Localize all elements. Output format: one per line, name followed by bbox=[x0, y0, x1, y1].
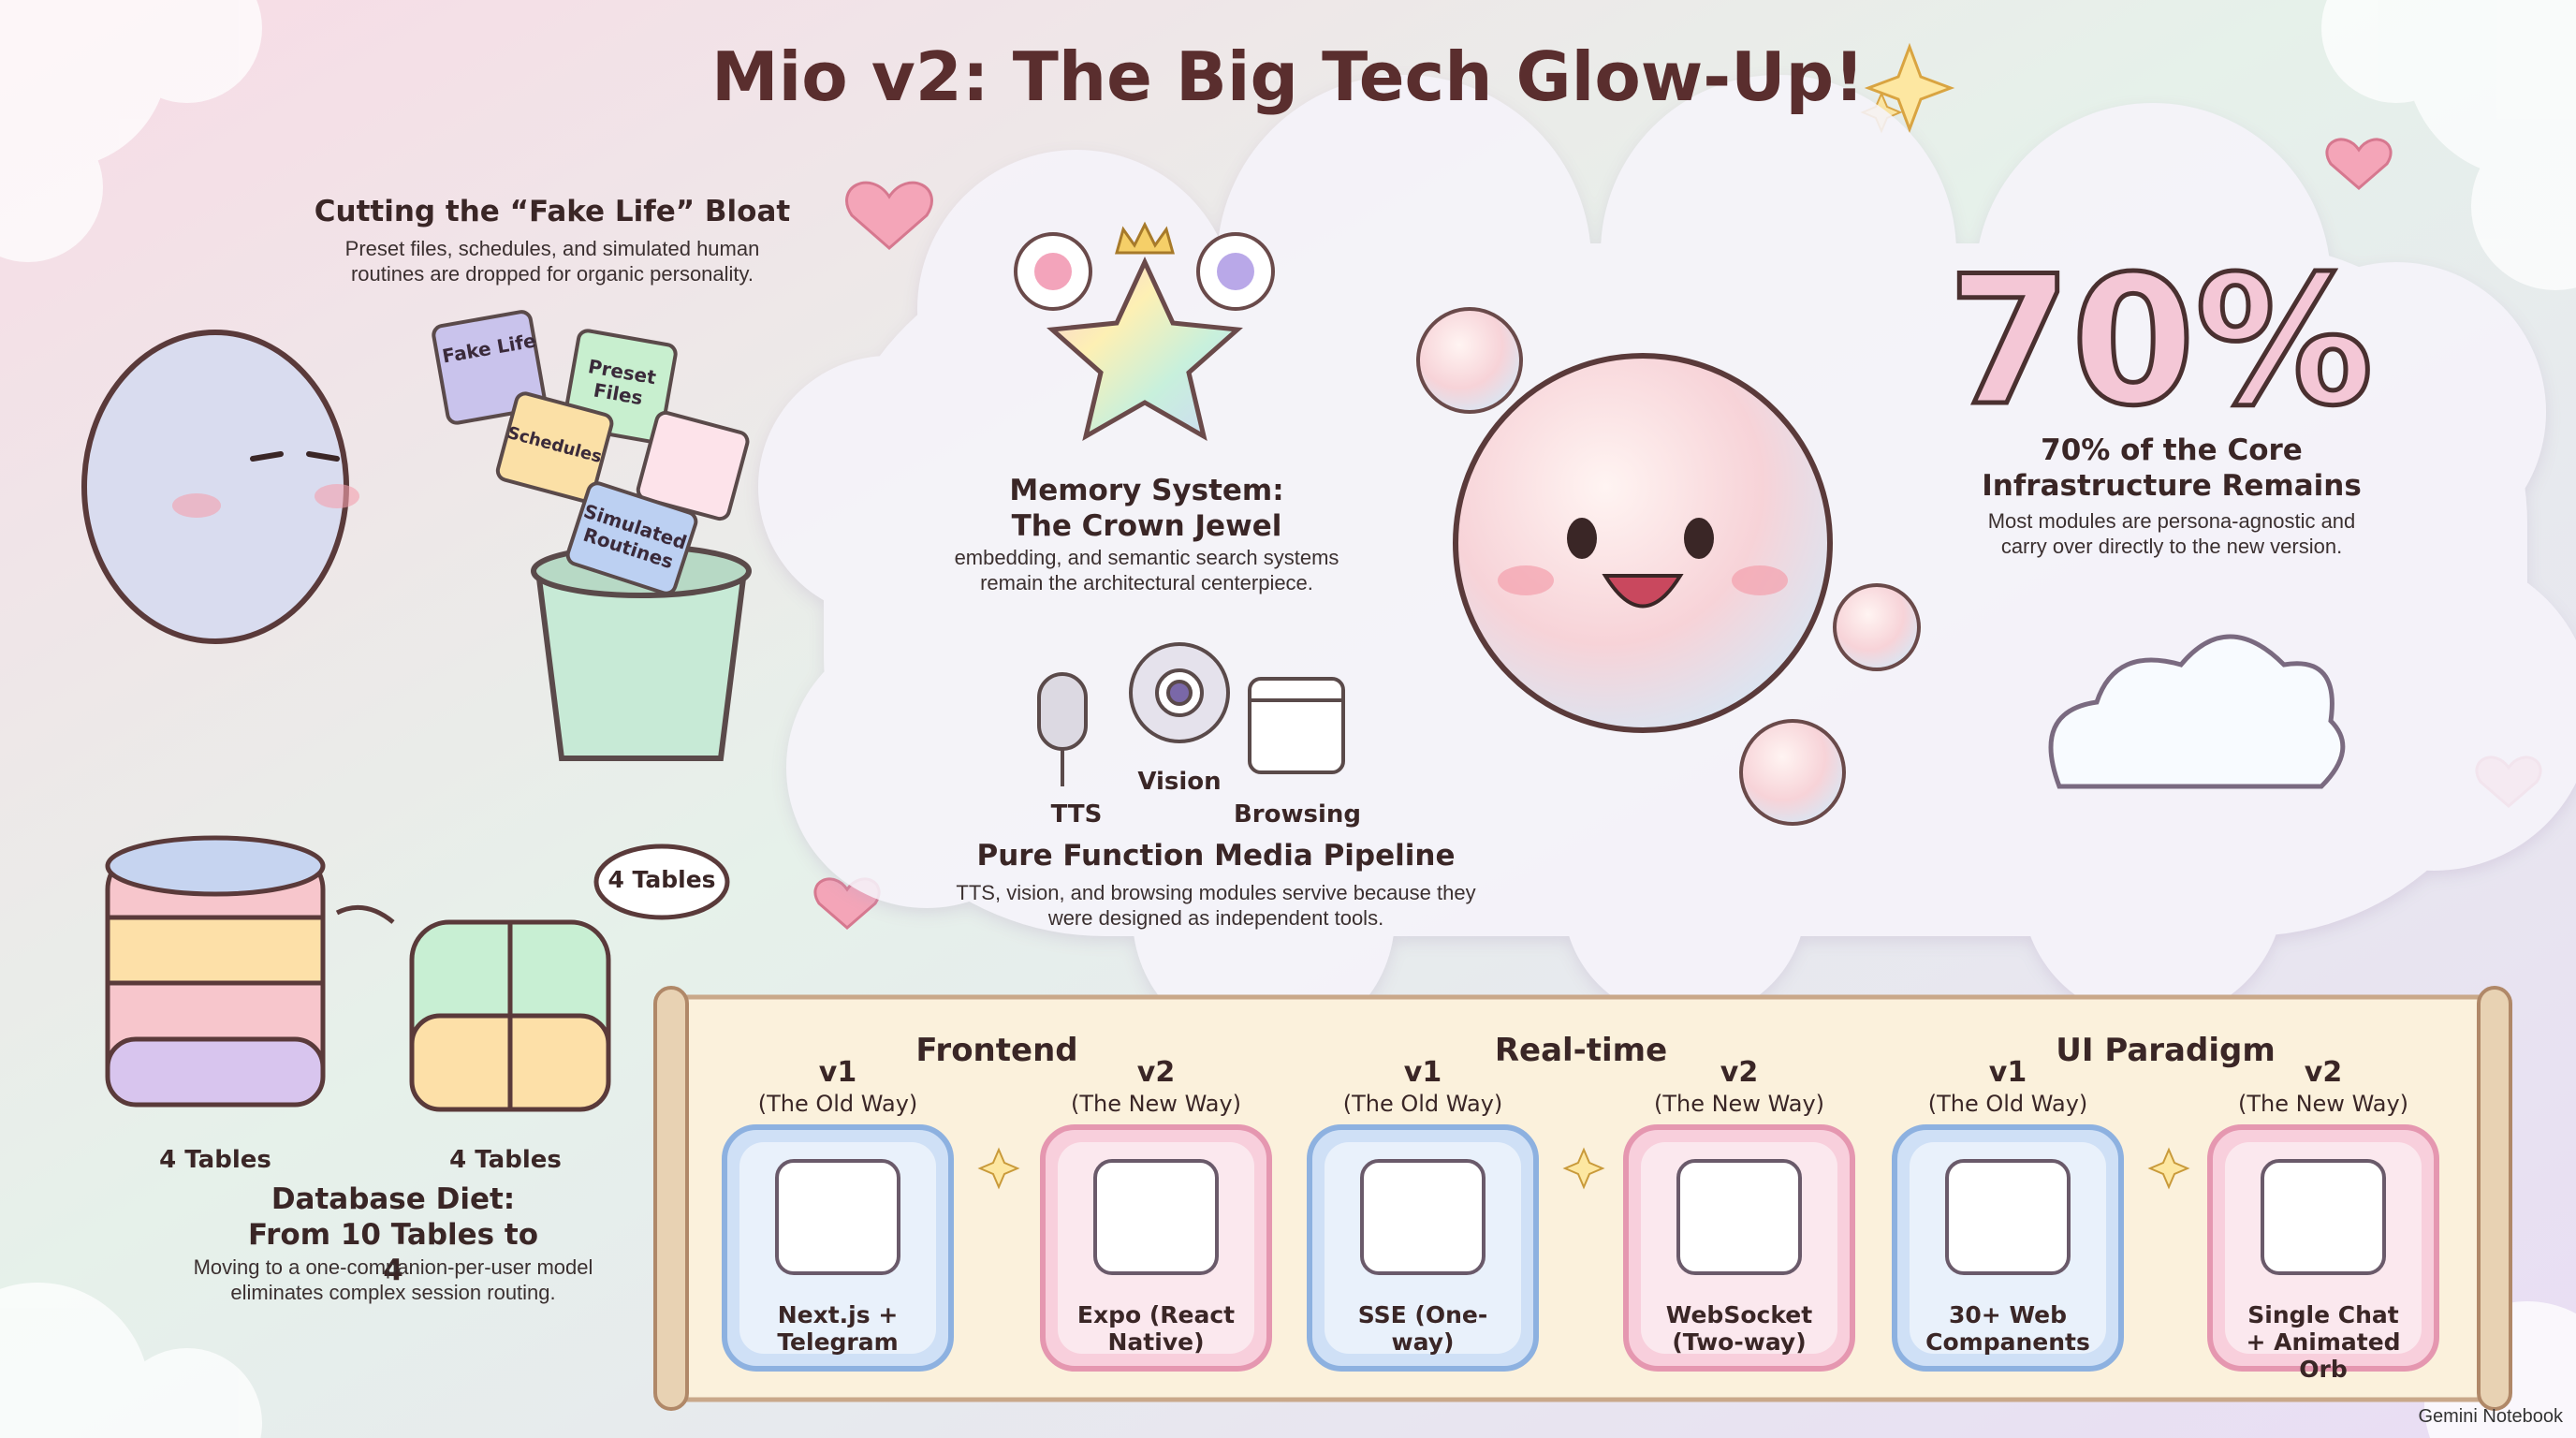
media-icon-label: TTS bbox=[1050, 800, 1103, 829]
card-icon bbox=[2261, 1159, 2386, 1275]
version-caption: (The New Way) bbox=[1070, 1091, 1242, 1117]
group-title: UI Paradigm bbox=[2056, 1032, 2276, 1069]
database-stacks bbox=[105, 835, 730, 1112]
memory-description: embedding, and semantic search systems r… bbox=[954, 546, 1339, 594]
new-db-label: 4 Tables bbox=[449, 1146, 562, 1174]
version-label: v2 bbox=[2304, 1056, 2343, 1089]
footer: Gemini Notebook bbox=[2418, 1406, 2563, 1427]
blob-character bbox=[81, 330, 359, 644]
card-icon bbox=[775, 1159, 900, 1275]
media-icon-label: Browsing bbox=[1233, 800, 1362, 829]
database-title: Database Diet: From 10 Tables to 4 bbox=[247, 1182, 539, 1287]
media-title: Pure Function Media Pipeline bbox=[976, 839, 1456, 873]
card-icon bbox=[1093, 1159, 1219, 1275]
card-label: 30+ Web Companents bbox=[1925, 1301, 2090, 1356]
orb-character bbox=[1453, 353, 1833, 733]
media-icons bbox=[1037, 642, 1345, 786]
stat-cloud bbox=[2048, 634, 2346, 789]
memory-title: Memory System: The Crown Jewel bbox=[1009, 474, 1284, 543]
media-icon-label: Vision bbox=[1137, 768, 1222, 796]
card-icon bbox=[1945, 1159, 2071, 1275]
stat-description: Most modules are persona-agnostic and ca… bbox=[1987, 509, 2356, 558]
speech-bubble: 4 Tables bbox=[607, 866, 716, 893]
note-cards bbox=[432, 310, 750, 595]
sparkle bbox=[1562, 1147, 1605, 1190]
version-caption: (The New Way) bbox=[2237, 1091, 2409, 1117]
page-title: Mio v2: The Big Tech Glow-Up! bbox=[710, 37, 1866, 116]
card-label: WebSocket (Two-way) bbox=[1665, 1301, 1813, 1356]
version-caption: (The New Way) bbox=[1653, 1091, 1825, 1117]
card-label: Single Chat + Animated Orb bbox=[2246, 1301, 2401, 1383]
version-label: v2 bbox=[1136, 1056, 1176, 1089]
card-icon bbox=[1676, 1159, 1802, 1275]
version-label: v1 bbox=[1403, 1056, 1442, 1089]
card-icon bbox=[1360, 1159, 1486, 1275]
bloat-description: Preset files, schedules, and simulated h… bbox=[344, 237, 760, 286]
version-caption: (The Old Way) bbox=[1342, 1091, 1503, 1117]
sparkle bbox=[977, 1147, 1020, 1190]
stat-title: 70% of the Core Infrastructure Remains bbox=[1982, 433, 2362, 503]
group-title: Frontend bbox=[915, 1032, 1078, 1069]
card-label: SSE (One-way) bbox=[1357, 1301, 1488, 1356]
version-label: v1 bbox=[818, 1056, 857, 1089]
card-label: Expo (React Native) bbox=[1076, 1301, 1236, 1356]
version-label: v2 bbox=[1720, 1056, 1759, 1089]
version-caption: (The Old Way) bbox=[1927, 1091, 2088, 1117]
sparkle bbox=[2147, 1147, 2190, 1190]
version-label: v1 bbox=[1988, 1056, 2027, 1089]
card-label: Next.js + Telegram bbox=[777, 1301, 899, 1356]
media-description: TTS, vision, and browsing modules serviv… bbox=[956, 881, 1476, 930]
group-title: Real-time bbox=[1494, 1032, 1668, 1069]
old-db-label: 4 Tables bbox=[159, 1146, 271, 1174]
memory-star bbox=[1046, 257, 1243, 442]
version-caption: (The Old Way) bbox=[757, 1091, 918, 1117]
bloat-title: Cutting the “Fake Life” Bloat bbox=[314, 195, 791, 228]
database-description: Moving to a one-companion-per-user model… bbox=[193, 1255, 593, 1304]
stat-value: 70% bbox=[1945, 238, 2376, 445]
